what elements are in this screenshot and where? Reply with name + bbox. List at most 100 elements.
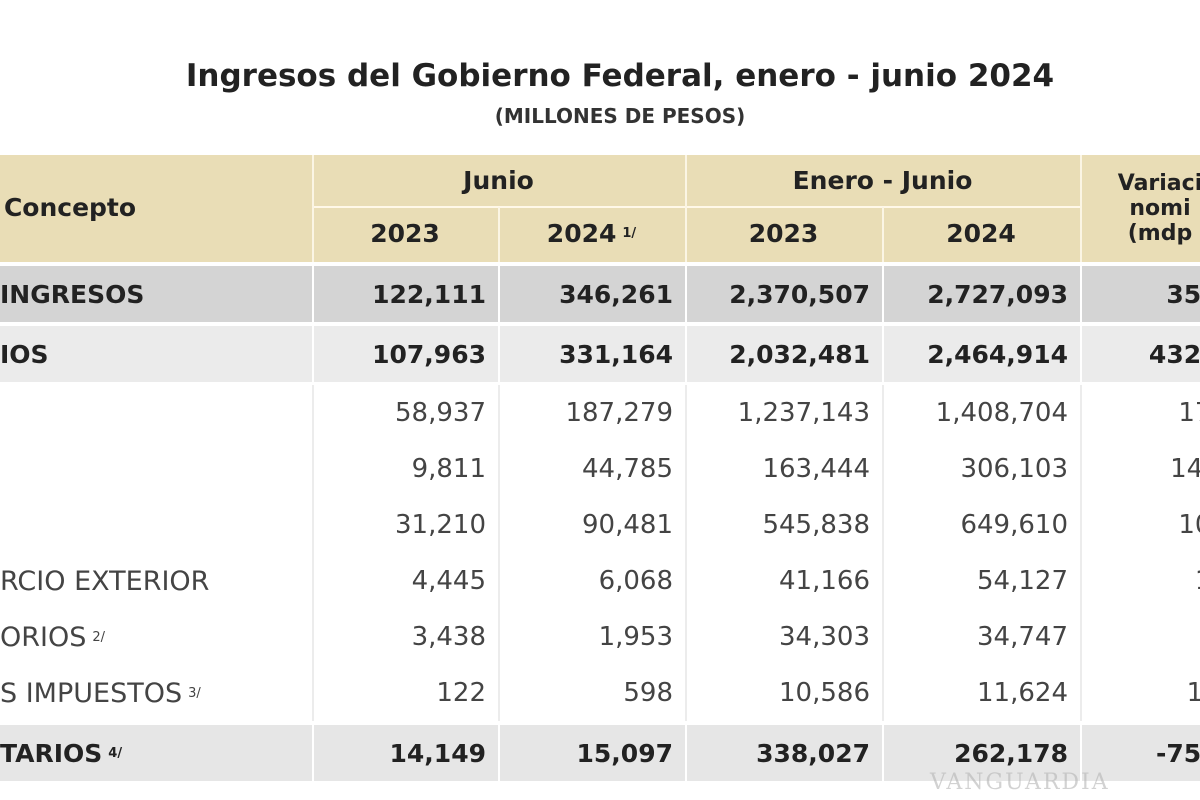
row-label-text: TARIOS bbox=[0, 738, 103, 768]
table-cell: 262,178 bbox=[954, 738, 1068, 768]
column-divider bbox=[685, 385, 687, 441]
table-cell: 90,481 bbox=[582, 510, 673, 540]
table-cell: 3,438 bbox=[411, 622, 486, 652]
column-divider bbox=[312, 553, 314, 609]
table-cell: 1,953 bbox=[598, 622, 673, 652]
table-cell: 598 bbox=[623, 678, 673, 708]
column-divider bbox=[685, 441, 687, 497]
row-label-text: IOS bbox=[0, 339, 49, 369]
column-divider bbox=[882, 385, 884, 441]
row-label-text: INGRESOS bbox=[0, 279, 145, 309]
column-divider bbox=[685, 553, 687, 609]
table-cell: 1,0 bbox=[1186, 678, 1200, 708]
table-row bbox=[0, 553, 1200, 609]
table-cell: 331,164 bbox=[559, 339, 673, 369]
table-cell: 34,747 bbox=[977, 622, 1068, 652]
row-label-text: S IMPUESTOS bbox=[0, 677, 183, 709]
header-year: 2024 1/ bbox=[546, 219, 637, 249]
column-divider bbox=[498, 326, 500, 382]
table-row bbox=[0, 609, 1200, 665]
column-divider bbox=[312, 441, 314, 497]
table-cell: 15,097 bbox=[576, 738, 673, 768]
header-variacion: Variaci nomi (mdp bbox=[1117, 170, 1200, 247]
row-label: INGRESOS bbox=[0, 266, 144, 322]
column-divider bbox=[312, 665, 314, 721]
column-divider bbox=[312, 725, 314, 781]
table-cell: 2,032,481 bbox=[729, 339, 870, 369]
table-cell: 338,027 bbox=[756, 738, 870, 768]
column-divider bbox=[685, 609, 687, 665]
table-cell: 545,838 bbox=[762, 510, 870, 540]
column-divider bbox=[498, 207, 500, 262]
column-divider bbox=[882, 665, 884, 721]
column-divider bbox=[882, 207, 884, 262]
column-divider bbox=[882, 609, 884, 665]
column-divider bbox=[498, 665, 500, 721]
table-cell: 34,303 bbox=[779, 622, 870, 652]
column-divider bbox=[1080, 497, 1082, 553]
table-cell: 306,103 bbox=[960, 454, 1068, 484]
column-divider bbox=[685, 497, 687, 553]
column-divider bbox=[1080, 609, 1082, 665]
table-cell: 107,963 bbox=[372, 339, 486, 369]
table-row bbox=[0, 266, 1200, 322]
table-cell: 187,279 bbox=[565, 398, 673, 428]
column-divider bbox=[1080, 326, 1082, 382]
table-cell: 4,445 bbox=[411, 566, 486, 596]
footnote-marker: 1/ bbox=[622, 226, 637, 242]
table-cell: 14,149 bbox=[389, 738, 486, 768]
column-divider bbox=[882, 725, 884, 781]
table-row bbox=[0, 326, 1200, 382]
table-cell: 346,261 bbox=[559, 279, 673, 309]
column-divider bbox=[882, 441, 884, 497]
table-row bbox=[0, 497, 1200, 553]
table-cell: -75,8 bbox=[1155, 738, 1200, 768]
row-label: ORIOS 2/ bbox=[0, 609, 105, 665]
column-divider bbox=[312, 385, 314, 441]
table-cell: 1,408,704 bbox=[935, 398, 1068, 428]
table-cell: 432,4 bbox=[1148, 339, 1200, 369]
row-label: TARIOS 4/ bbox=[0, 725, 122, 781]
column-divider bbox=[498, 497, 500, 553]
table-title: Ingresos del Gobierno Federal, enero - j… bbox=[185, 58, 1055, 94]
table-cell: 6,068 bbox=[598, 566, 673, 596]
column-divider bbox=[498, 385, 500, 441]
table-cell: 11,624 bbox=[977, 678, 1068, 708]
column-divider bbox=[498, 266, 500, 322]
table-cell: 44,785 bbox=[582, 454, 673, 484]
column-divider bbox=[1080, 155, 1082, 262]
column-divider bbox=[312, 497, 314, 553]
header-year: 2023 bbox=[748, 219, 819, 249]
table-cell: 9,811 bbox=[411, 454, 486, 484]
table-cell: 171 bbox=[1178, 398, 1200, 428]
column-divider bbox=[685, 155, 687, 262]
header-year: 2024 bbox=[946, 219, 1016, 249]
column-divider bbox=[1080, 665, 1082, 721]
header-year: 2023 bbox=[370, 219, 440, 249]
row-label: IOS bbox=[0, 326, 49, 382]
table-row bbox=[0, 385, 1200, 441]
column-divider bbox=[685, 266, 687, 322]
footnote-marker: 2/ bbox=[92, 629, 106, 645]
watermark-logo: VANGUARDIA bbox=[930, 770, 1110, 795]
header-enero-junio: Enero - Junio bbox=[792, 165, 973, 195]
column-divider bbox=[312, 266, 314, 322]
table-cell: 41,166 bbox=[779, 566, 870, 596]
column-divider bbox=[882, 326, 884, 382]
column-divider bbox=[882, 497, 884, 553]
table-cell: 58,937 bbox=[395, 398, 486, 428]
table-row bbox=[0, 441, 1200, 497]
table-cell: 10,586 bbox=[779, 678, 870, 708]
column-divider bbox=[498, 441, 500, 497]
column-divider bbox=[882, 266, 884, 322]
row-label: RCIO EXTERIOR bbox=[0, 553, 209, 609]
footnote-marker: 4/ bbox=[108, 745, 123, 761]
table-cell: 12 bbox=[1080, 553, 1200, 609]
table-cell: 2,727,093 bbox=[927, 279, 1068, 309]
header-junio: Junio bbox=[463, 165, 534, 195]
footnote-marker: 3/ bbox=[188, 685, 201, 701]
table-cell: 1,237,143 bbox=[737, 398, 870, 428]
table-cell: 356, bbox=[1166, 279, 1200, 309]
table-row bbox=[0, 665, 1200, 721]
column-divider bbox=[312, 609, 314, 665]
